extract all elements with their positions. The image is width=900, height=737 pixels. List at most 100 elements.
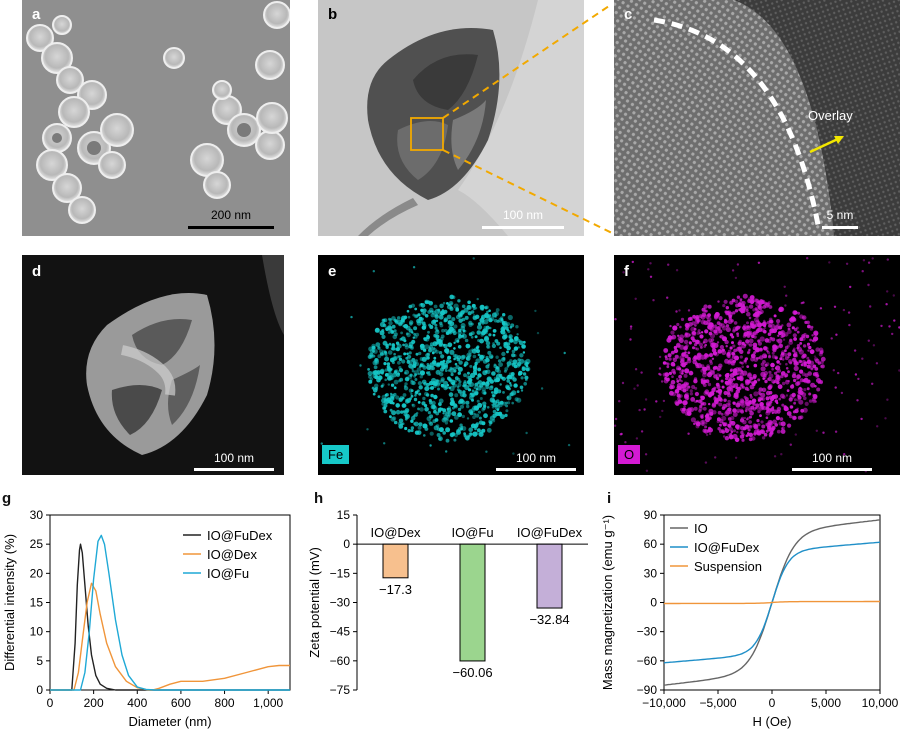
eds-dot — [737, 341, 742, 346]
scale-bar-label: 100 nm — [811, 451, 853, 465]
panel-b-tem: b 100 nm — [318, 0, 584, 236]
eds-dot — [506, 395, 512, 401]
eds-dot — [720, 412, 724, 416]
eds-dot — [835, 333, 838, 336]
eds-dot — [715, 373, 721, 378]
eds-dot — [457, 371, 461, 375]
eds-dot — [511, 362, 516, 367]
eds-dot — [810, 382, 816, 388]
eds-dot — [704, 343, 707, 347]
eds-dot — [427, 411, 431, 415]
eds-dot — [414, 413, 418, 417]
eds-dot — [740, 409, 744, 414]
bar — [459, 543, 486, 662]
eds-dot — [514, 383, 518, 387]
eds-dot — [415, 332, 420, 337]
eds-dot — [753, 363, 758, 368]
eds-dot — [431, 351, 435, 355]
eds-dot — [407, 374, 413, 380]
eds-dot — [762, 321, 767, 326]
eds-dot — [367, 371, 373, 376]
eds-dot — [460, 404, 464, 409]
eds-dot — [417, 425, 422, 430]
eds-dot — [799, 342, 803, 345]
eds-dot — [471, 303, 476, 308]
eds-dot — [485, 364, 490, 369]
eds-dot — [857, 377, 860, 381]
y-tick-label: −60 — [330, 654, 351, 668]
category-label: IO@FuDex — [517, 525, 583, 540]
eds-dot — [474, 382, 479, 387]
eds-dot — [457, 345, 462, 349]
eds-dot — [505, 326, 509, 330]
eds-dot — [468, 409, 473, 414]
eds-dot — [440, 383, 444, 387]
eds-dot — [649, 275, 653, 278]
eds-dot — [428, 307, 434, 313]
eds-dot — [421, 326, 425, 329]
eds-dot — [687, 351, 691, 355]
eds-dot — [482, 359, 488, 364]
scale-bar — [496, 468, 576, 471]
eds-dot — [799, 337, 804, 342]
eds-dot — [736, 346, 742, 352]
eds-dot — [506, 350, 509, 354]
eds-dot — [793, 398, 797, 402]
eds-dot — [453, 303, 459, 309]
eds-dot — [462, 381, 467, 386]
eds-dot — [717, 349, 723, 354]
eds-dot — [785, 394, 789, 397]
eds-dot — [661, 409, 664, 413]
panel-label: b — [328, 6, 338, 23]
eds-dot — [763, 329, 767, 334]
eds-dot — [699, 395, 703, 399]
eds-dot — [485, 369, 491, 375]
eds-dot — [681, 372, 684, 375]
eds-dot — [782, 338, 786, 341]
x-tick-label: 10,000 — [862, 696, 899, 710]
eds-dot — [470, 423, 476, 429]
eds-dot — [410, 392, 413, 396]
eds-dot — [802, 379, 806, 383]
panel-c-hrtem: c Overlay 5 nm — [614, 0, 900, 236]
eds-dot — [404, 413, 410, 419]
series-line — [50, 543, 290, 691]
eds-dot — [707, 382, 712, 387]
eds-dot — [380, 384, 384, 388]
eds-dot — [454, 415, 459, 420]
eds-dot — [796, 381, 801, 385]
eds-dot — [515, 325, 519, 329]
eds-dot — [747, 432, 750, 435]
eds-dot — [748, 407, 753, 413]
eds-dot — [452, 330, 457, 336]
eds-dot — [670, 384, 675, 389]
panel-label: i — [607, 490, 612, 507]
eds-dot — [681, 369, 685, 373]
eds-dot — [684, 395, 688, 399]
eds-dot — [693, 356, 696, 359]
eds-dot — [739, 361, 742, 364]
eds-dot — [499, 414, 505, 420]
eds-dot — [793, 310, 798, 315]
eds-dot — [438, 403, 442, 407]
eds-dot — [422, 396, 426, 401]
eds-dot — [667, 263, 670, 266]
o-element-label: O — [618, 445, 641, 464]
eds-dot — [434, 308, 440, 314]
eds-dot — [426, 334, 429, 338]
scale-bar-label: 5 nm — [826, 208, 854, 222]
eds-dot — [674, 389, 680, 394]
eds-dot — [724, 428, 730, 433]
eds-dot — [449, 419, 454, 423]
eds-dot — [482, 401, 487, 406]
eds-dot — [670, 336, 674, 340]
eds-dot — [372, 360, 378, 366]
eds-dot — [712, 369, 715, 372]
eds-dot — [443, 317, 449, 322]
eds-dot — [732, 408, 737, 413]
eds-dot — [513, 346, 519, 351]
series-line — [50, 534, 290, 691]
eds-dot — [780, 353, 785, 358]
eds-dot — [410, 426, 415, 430]
eds-dot — [757, 300, 761, 304]
